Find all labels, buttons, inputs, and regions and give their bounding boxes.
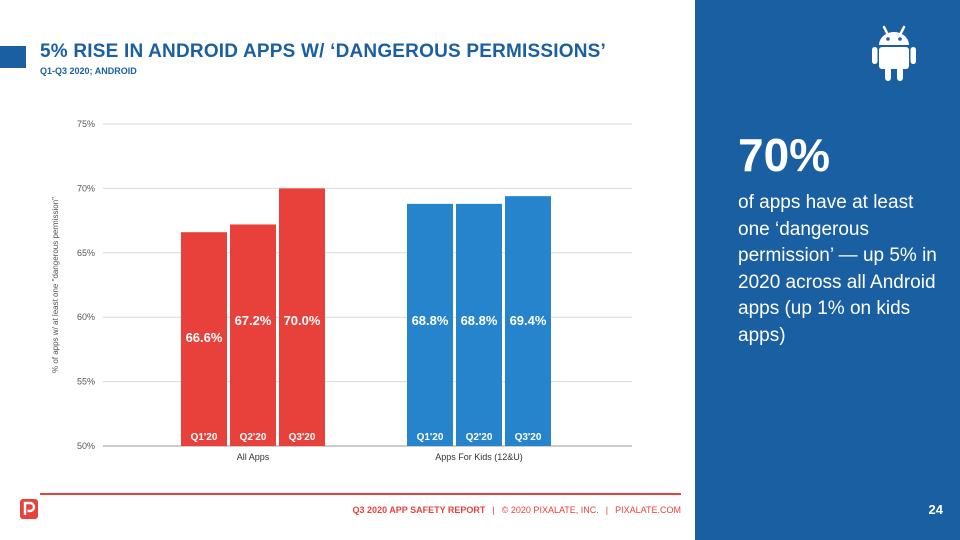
footer-separator: | — [605, 505, 609, 515]
x-group-label: Apps For Kids (12&U) — [435, 452, 523, 462]
side-panel — [695, 0, 960, 540]
bar — [407, 203, 453, 446]
y-tick-label: 50% — [77, 441, 95, 451]
y-tick-label: 75% — [77, 119, 95, 129]
bar — [456, 203, 502, 446]
title-accent-bar — [0, 46, 26, 68]
bar-category-label: Q3'20 — [289, 432, 316, 443]
bar-category-label: Q2'20 — [240, 432, 267, 443]
y-tick-label: 55% — [77, 377, 95, 387]
pixalate-logo-icon — [20, 499, 38, 519]
y-tick-label: 60% — [77, 312, 95, 322]
bar-category-label: Q1'20 — [191, 432, 218, 443]
bar-chart: 50% 55% 60% 65% 70% 75% % of apps w/ at least … — [51, 119, 632, 462]
android-icon — [872, 25, 916, 81]
bar-data-label: 70.0% — [284, 313, 321, 328]
bar — [181, 232, 227, 446]
y-tick-label: 65% — [77, 248, 95, 258]
footer-separator: | — [492, 505, 495, 515]
bar — [505, 196, 551, 446]
y-axis-label: % of apps w/ at least one "dangerous per… — [51, 197, 60, 373]
bar-category-label: Q2'20 — [466, 432, 493, 443]
stat-description: of apps have at least one ‘dangerous per… — [738, 192, 937, 346]
bar-data-label: 68.8% — [461, 313, 498, 328]
bar-data-label: 66.6% — [186, 330, 223, 345]
bar-data-label: 69.4% — [510, 313, 547, 328]
bar-category-label: Q1'20 — [417, 432, 444, 443]
slide-title: 5% RISE IN ANDROID APPS W/ ‘DANGEROUS PE… — [40, 41, 607, 62]
footer-copyright: © 2020 PIXALATE, INC. — [501, 505, 599, 515]
bar — [279, 188, 325, 446]
bar — [230, 224, 276, 446]
slide-subtitle: Q1-Q3 2020; ANDROID — [40, 66, 137, 76]
footer: Q3 2020 APP SAFETY REPORT | © 2020 PIXALAT… — [353, 505, 681, 515]
footer-site[interactable]: PIXALATE.COM — [615, 505, 681, 515]
page-number: 24 — [928, 502, 943, 517]
footer-divider — [40, 493, 681, 495]
bar-data-label: 68.8% — [412, 313, 449, 328]
bar-data-label: 67.2% — [235, 313, 272, 328]
x-group-label: All Apps — [237, 452, 270, 462]
y-tick-label: 70% — [77, 183, 95, 193]
bar-category-label: Q3'20 — [515, 432, 542, 443]
footer-report: Q3 2020 APP SAFETY REPORT — [352, 505, 486, 515]
big-stat: 70% — [738, 129, 831, 181]
